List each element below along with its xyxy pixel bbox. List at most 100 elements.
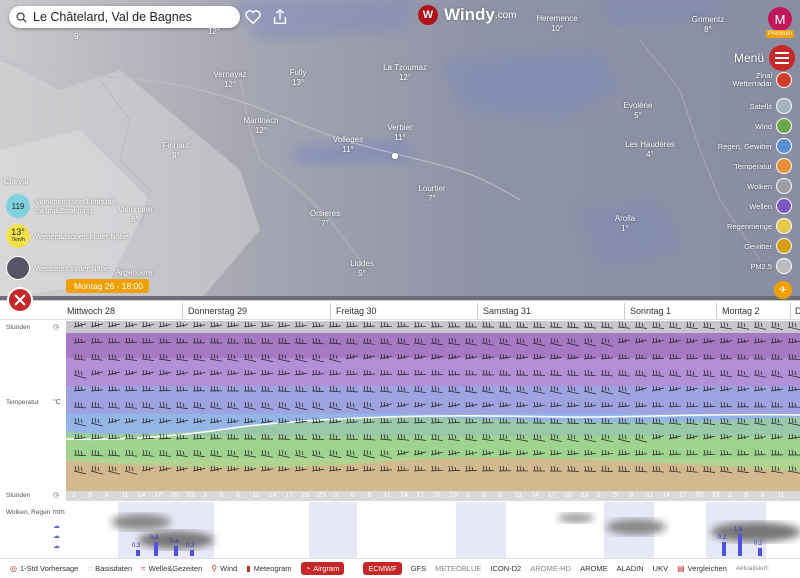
model-ecmwf[interactable]: ECMWF	[363, 562, 402, 575]
layer-thunder[interactable]: Gewitter	[744, 238, 792, 254]
layer-temperature[interactable]: Temperatur	[734, 158, 792, 174]
rain-value: 0.4	[170, 539, 179, 545]
model-gfs[interactable]: GFS	[410, 564, 427, 573]
hour-label: 20	[301, 492, 310, 499]
layer-rain[interactable]: Regen, Gewitter	[718, 138, 792, 154]
layer-radar[interactable]: Zinal Wetterradar	[733, 72, 792, 88]
city-label[interactable]: Evolène 5°	[624, 101, 653, 121]
menu-button[interactable]	[769, 45, 795, 71]
city-temp: 11°	[342, 145, 354, 154]
model-arome-hd[interactable]: AROME-HD	[530, 564, 572, 573]
city-label[interactable]: Fully 13°	[290, 68, 307, 88]
layer-waves[interactable]: Wellen	[749, 198, 792, 214]
city-label[interactable]: Cheval	[4, 177, 29, 187]
city-label[interactable]: Orsieres 7°	[310, 209, 340, 229]
hours-axis-label-2: Stunden	[6, 492, 31, 499]
city-label[interactable]: Verbier 11°	[387, 123, 412, 143]
tab-meteogram[interactable]: ▮ Meteogram	[246, 564, 291, 573]
hour-label: 5	[350, 492, 355, 499]
heart-icon[interactable]	[244, 8, 262, 26]
tab-label: Basisdaten	[95, 564, 133, 573]
layer-satellite[interactable]: Satellit	[749, 98, 792, 114]
rain-bar	[136, 550, 140, 556]
hours-row: 2 5 8 11 14 17 20 23 2 5 8 11 14 17 20 23 2 5 8 11 14 17 20 23 2…	[66, 491, 800, 501]
timeline-current-time[interactable]: Montag 26 - 18:00	[66, 279, 149, 293]
day-label[interactable]: Freitag 30	[336, 306, 377, 316]
city-label[interactable]: Vernayaz 12°	[213, 70, 246, 90]
menu-label[interactable]: Menü	[734, 51, 765, 65]
day-label[interactable]: Montag 2	[722, 306, 760, 316]
airport-icon[interactable]: ✈	[774, 281, 792, 299]
hour-label: 17	[678, 492, 687, 499]
tab-airgram[interactable]: ◔ Airgram	[300, 562, 345, 575]
city-temp: 7°	[321, 219, 329, 228]
day-label[interactable]: Mittwoch 28	[67, 306, 116, 316]
compare-icon: ▤	[677, 564, 685, 573]
brand-suffix: .com	[494, 9, 517, 21]
day-label[interactable]: Sonntag 1	[630, 306, 672, 316]
city-label[interactable]: Volleges 11°	[333, 135, 363, 155]
tab-wind[interactable]: ⚲ Wind	[211, 564, 237, 573]
model-aladin[interactable]: ALADIN	[616, 564, 644, 573]
city-label[interactable]: Liddes 5°	[350, 259, 374, 279]
layer-pm25[interactable]: PM2.5	[750, 258, 792, 274]
day-label[interactable]: Samstag 31	[483, 306, 532, 316]
hourly-step-toggle[interactable]: ◎ 1-Std Vorhersage	[10, 564, 78, 573]
city-name: Verbier	[387, 123, 413, 132]
city-temp: 7°	[428, 194, 436, 203]
city-label[interactable]: Finhaut 9°	[163, 141, 190, 161]
city-label[interactable]: Heremence 10°	[536, 14, 577, 34]
rain-amount-icon	[776, 218, 792, 234]
compare-button[interactable]: ▤ Vergleichen	[677, 564, 727, 573]
search-bar[interactable]: Le Châtelard, Val de Bagnes	[9, 6, 240, 28]
city-temp: 12°	[223, 80, 237, 89]
city-label[interactable]: Les Haudères 4°	[625, 140, 675, 160]
clock-icon: ◷	[53, 492, 60, 499]
layer-wind[interactable]: Wind	[755, 118, 792, 134]
hour-label: 5	[88, 492, 93, 499]
city-temp: 9°	[74, 32, 82, 41]
station-wind: 7km/h	[11, 237, 25, 243]
air-quality-label: Monitoring von Luftquali- tät und Strahl…	[35, 197, 118, 215]
day-label[interactable]: Donnerstag 29	[188, 306, 248, 316]
airgram-chart[interactable]	[66, 321, 800, 491]
city-temp: 1°	[621, 224, 629, 233]
city-label[interactable]: Argentiere	[116, 268, 153, 278]
model-ukv[interactable]: UKV	[652, 564, 669, 573]
layer-rain-amount[interactable]: Regenmenge	[727, 218, 792, 234]
city-label[interactable]: Vallorcine 6°	[118, 205, 153, 225]
city-label[interactable]: Grimentz 8°	[692, 15, 724, 35]
tab-basic[interactable]: ◌ Basisdaten	[87, 564, 132, 573]
hour-label: 11	[383, 492, 391, 499]
webcams-item[interactable]: Webcams in der Nähe	[6, 256, 109, 280]
day-label[interactable]: D	[795, 306, 800, 316]
city-label[interactable]: Arolla 1°	[615, 214, 635, 234]
city-label[interactable]: Martinach 12°	[243, 116, 278, 136]
city-name: Volleges	[332, 135, 364, 144]
layer-clouds[interactable]: Wolken	[747, 178, 792, 194]
map[interactable]: Le Châtelard, Val de Bagnes W Windy .com …	[0, 0, 800, 300]
model-meteoblue[interactable]: METEOBLUE	[435, 564, 482, 573]
model-arome[interactable]: AROME	[580, 564, 608, 573]
city-label[interactable]: Lourtier 7°	[418, 184, 445, 204]
clouds-rain-chart[interactable]: 0.3 0.8 0.4 0.3 0.2 1.6 0.2	[66, 502, 800, 558]
wind-icon	[776, 118, 792, 134]
city-label[interactable]: 9°	[74, 32, 82, 42]
hour-label: 14	[268, 492, 277, 499]
tab-waves[interactable]: ≈ Welle&Gezeiten	[141, 564, 202, 573]
model-icon-d2[interactable]: ICON-D2	[490, 564, 522, 573]
air-quality-item[interactable]: 119 Monitoring von Luftquali- tät und St…	[6, 194, 117, 218]
city-temp: 9°	[172, 151, 180, 160]
city-label[interactable]: 12°	[208, 27, 220, 37]
hour-label: 23	[449, 492, 457, 499]
user-avatar[interactable]: M	[768, 7, 792, 31]
city-name: Grimentz	[691, 15, 725, 24]
search-input[interactable]: Le Châtelard, Val de Bagnes	[33, 10, 192, 24]
hour-label: 2	[465, 492, 470, 499]
weather-stations-item[interactable]: 13° 7km/h Wetterstationen in der Nähe	[6, 224, 128, 248]
windy-logo[interactable]: W Windy .com	[418, 5, 517, 25]
updated-label: Aktualisiert:	[735, 565, 770, 572]
close-forecast-button[interactable]	[7, 287, 33, 313]
city-label[interactable]: La Tzoumaz 12°	[383, 63, 427, 83]
share-icon[interactable]	[271, 8, 289, 26]
